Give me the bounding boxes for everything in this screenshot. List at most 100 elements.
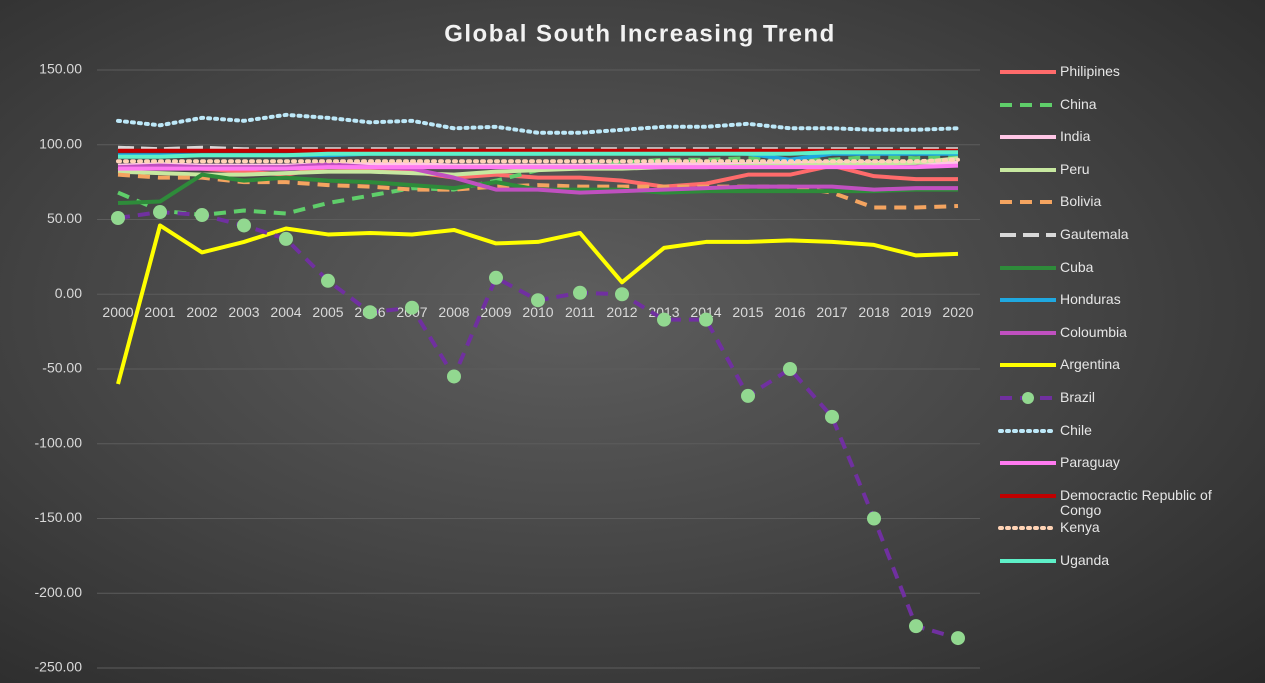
legend-swatch (1000, 135, 1056, 140)
y-tick-label: -50.00 (42, 360, 82, 376)
data-point (447, 369, 461, 384)
data-point (237, 218, 251, 233)
x-tick-label: 2017 (816, 304, 847, 320)
legend-swatch (1000, 102, 1056, 107)
legend-label: India (1060, 128, 1091, 145)
series-line (118, 163, 959, 171)
legend-item: Argentina (998, 353, 1258, 386)
legend-item: Kenya (998, 516, 1258, 549)
data-point (867, 511, 881, 526)
legend-swatch (1000, 200, 1056, 205)
series-line (116, 157, 960, 164)
legend-item: Gautemala (998, 223, 1258, 256)
legend-item: Brazil (998, 386, 1258, 419)
legend-label: Chile (1060, 421, 1092, 438)
y-tick-label: 0.00 (55, 285, 82, 301)
legend-label: Kenya (1060, 519, 1100, 536)
data-point (363, 305, 377, 320)
x-tick-label: 2008 (438, 304, 469, 320)
series-line (116, 223, 959, 385)
data-point (741, 388, 755, 403)
legend-item: India (998, 125, 1258, 158)
data-point (489, 270, 503, 285)
data-point (909, 619, 923, 634)
legend-swatch (1000, 265, 1056, 270)
data-point (699, 312, 713, 327)
x-tick-label: 2005 (312, 304, 343, 320)
x-tick-label: 2012 (606, 304, 637, 320)
data-point (951, 631, 965, 646)
legend-item: Chile (998, 419, 1258, 452)
legend-swatch (1000, 167, 1056, 172)
legend-label: China (1060, 95, 1097, 112)
legend-item: Peru (998, 158, 1258, 191)
x-tick-label: 2014 (690, 304, 721, 320)
data-point (111, 211, 125, 226)
x-tick-label: 2009 (480, 304, 511, 320)
x-tick-label: 2015 (732, 304, 763, 320)
legend-item: China (998, 93, 1258, 126)
data-point (615, 287, 629, 302)
data-point (153, 205, 167, 220)
y-tick-label: -100.00 (35, 434, 83, 450)
legend-item: Cuba (998, 256, 1258, 289)
x-tick-label: 2002 (186, 304, 217, 320)
legend-item: Democractic Republic of Congo (998, 484, 1258, 517)
legend-swatch (1000, 391, 1056, 404)
legend-swatch (998, 428, 1058, 433)
legend-item: Uganda (998, 549, 1258, 582)
x-tick-label: 2020 (942, 304, 973, 320)
legend-label: Bolivia (1060, 193, 1102, 210)
x-tick-label: 2010 (522, 304, 553, 320)
legend-label: Peru (1060, 160, 1090, 177)
data-point (405, 300, 419, 315)
y-tick-label: 100.00 (39, 135, 82, 151)
legend-label: Honduras (1060, 291, 1121, 308)
y-tick-label: 50.00 (47, 210, 82, 226)
legend-label: Cuba (1060, 258, 1094, 275)
legend-item: Paraguay (998, 451, 1258, 484)
data-point (531, 293, 545, 308)
legend-swatch (1000, 363, 1056, 368)
y-tick-label: 150.00 (39, 61, 82, 77)
legend-swatch (1000, 298, 1056, 303)
legend-swatch (1000, 70, 1056, 74)
legend-swatch (998, 526, 1058, 531)
series-line (118, 150, 958, 159)
series-line (117, 156, 959, 177)
legend-label: Brazil (1060, 388, 1096, 405)
legend-swatch (1000, 493, 1056, 498)
x-tick-label: 2011 (565, 304, 595, 320)
legend-label: Coloumbia (1060, 323, 1127, 340)
legend-label: Paraguay (1060, 454, 1120, 471)
legend-marker (1022, 391, 1034, 404)
legend-item: Philipines (998, 60, 1258, 93)
series-line (117, 210, 959, 641)
chart-title: Global South Increasing Trend (444, 20, 836, 47)
legend-item: Bolivia (998, 190, 1258, 223)
legend-label: Philipines (1060, 63, 1120, 79)
y-tick-label: -250.00 (35, 659, 83, 675)
legend-swatch (1000, 461, 1056, 466)
data-point (195, 208, 209, 223)
x-tick-label: 2000 (102, 304, 133, 320)
x-tick-label: 2004 (270, 304, 301, 320)
legend-label: Democractic Republic of Congo (1060, 486, 1212, 518)
legend: Philipines China India Peru Bolivia Gautemala… (998, 60, 1258, 582)
data-point (783, 362, 797, 376)
data-point (321, 273, 335, 288)
x-tick-label: 2018 (858, 304, 889, 320)
legend-label: Gautemala (1060, 225, 1129, 242)
data-point (657, 312, 671, 327)
legend-item: Honduras (998, 288, 1258, 321)
legend-swatch (1000, 232, 1056, 237)
y-tick-label: -200.00 (35, 584, 83, 600)
series-line (116, 112, 960, 135)
legend-swatch (1000, 330, 1056, 335)
y-tick-label: -150.00 (35, 509, 83, 525)
legend-swatch (1000, 558, 1056, 563)
legend-item: Coloumbia (998, 321, 1258, 354)
x-tick-label: 2019 (900, 304, 931, 320)
